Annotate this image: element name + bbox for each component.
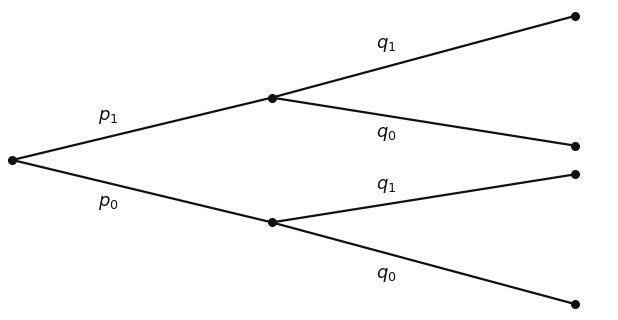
Text: $q_0$: $q_0$ xyxy=(376,266,397,284)
Text: $p_1$: $p_1$ xyxy=(98,108,118,126)
Text: $p_0$: $p_0$ xyxy=(98,194,119,212)
Text: $q_0$: $q_0$ xyxy=(376,125,397,143)
Text: $q_1$: $q_1$ xyxy=(376,177,396,195)
Text: $q_1$: $q_1$ xyxy=(376,36,396,54)
